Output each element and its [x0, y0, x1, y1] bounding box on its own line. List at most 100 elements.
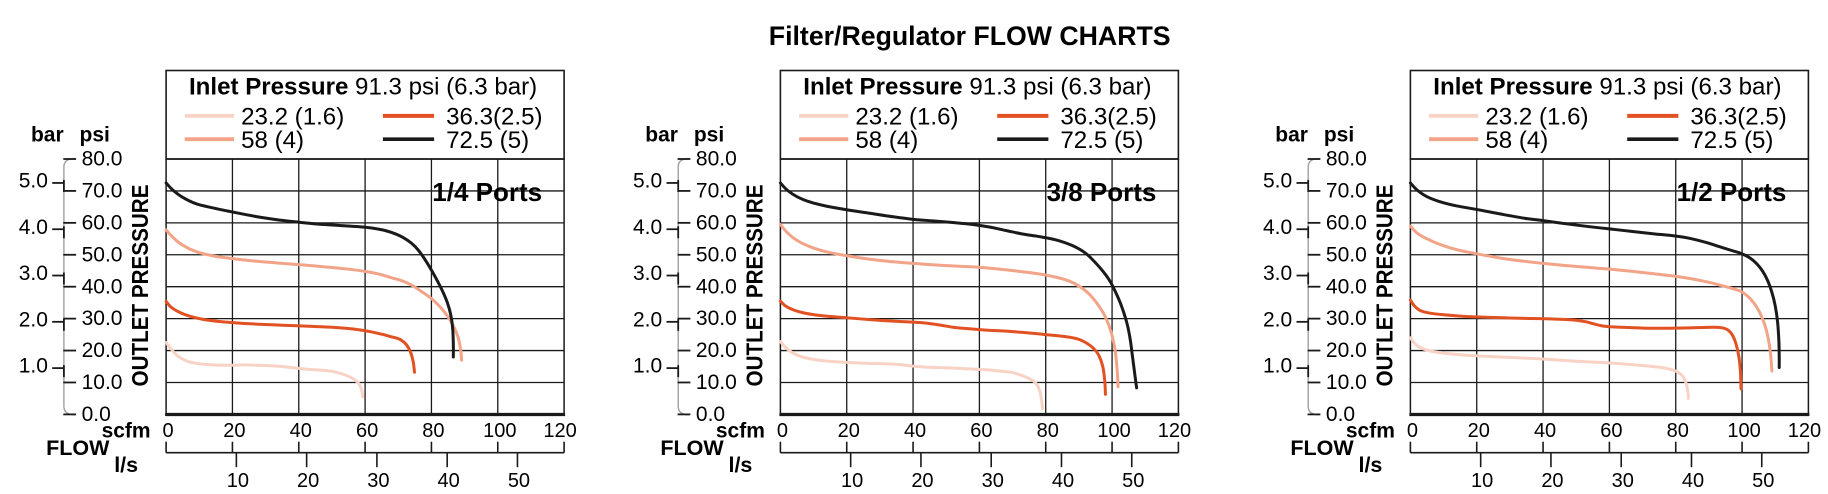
- svg-text:40.0: 40.0: [696, 275, 737, 298]
- svg-text:OUTLET PRESSURE: OUTLET PRESSURE: [741, 185, 767, 387]
- svg-text:50: 50: [1122, 470, 1144, 492]
- svg-text:0.0: 0.0: [1326, 403, 1355, 426]
- svg-text:80: 80: [1667, 420, 1689, 442]
- svg-text:40: 40: [438, 470, 460, 492]
- svg-text:scfm: scfm: [716, 420, 765, 443]
- svg-text:10.0: 10.0: [82, 371, 123, 394]
- svg-text:FLOW: FLOW: [46, 436, 110, 460]
- svg-text:2.0: 2.0: [1263, 308, 1292, 331]
- svg-text:10: 10: [841, 470, 863, 492]
- svg-text:20.0: 20.0: [696, 339, 737, 362]
- svg-text:20: 20: [297, 470, 319, 492]
- svg-text:20.0: 20.0: [1326, 339, 1367, 362]
- svg-text:3.0: 3.0: [1263, 262, 1292, 285]
- svg-text:20.0: 20.0: [82, 339, 123, 362]
- svg-text:58 (4): 58 (4): [855, 127, 918, 154]
- svg-text:58 (4): 58 (4): [1485, 127, 1548, 154]
- svg-text:60: 60: [1600, 420, 1622, 442]
- svg-text:60: 60: [970, 420, 992, 442]
- svg-text:5.0: 5.0: [19, 170, 48, 193]
- svg-text:23.2 (1.6): 23.2 (1.6): [1485, 104, 1588, 131]
- svg-text:4.0: 4.0: [633, 216, 662, 239]
- svg-text:30: 30: [1612, 470, 1634, 492]
- svg-text:30: 30: [367, 470, 389, 492]
- svg-text:2.0: 2.0: [633, 308, 662, 331]
- svg-text:40: 40: [1682, 470, 1704, 492]
- svg-text:40.0: 40.0: [82, 275, 123, 298]
- svg-text:3.0: 3.0: [633, 262, 662, 285]
- svg-text:Inlet Pressure 91.3 psi (6.3 b: Inlet Pressure 91.3 psi (6.3 bar): [803, 73, 1151, 100]
- svg-text:36.3(2.5): 36.3(2.5): [446, 104, 542, 131]
- svg-text:1.0: 1.0: [19, 355, 48, 378]
- svg-text:50.0: 50.0: [696, 243, 737, 266]
- svg-text:23.2 (1.6): 23.2 (1.6): [241, 104, 344, 131]
- svg-text:Inlet Pressure 91.3 psi (6.3 b: Inlet Pressure 91.3 psi (6.3 bar): [189, 73, 537, 100]
- svg-text:36.3(2.5): 36.3(2.5): [1060, 104, 1156, 131]
- svg-text:0: 0: [777, 420, 788, 442]
- svg-text:60.0: 60.0: [696, 211, 737, 234]
- svg-text:40: 40: [1534, 420, 1556, 442]
- svg-text:0: 0: [163, 420, 174, 442]
- svg-text:5.0: 5.0: [1263, 170, 1292, 193]
- svg-text:Inlet Pressure 91.3 psi (6.3 b: Inlet Pressure 91.3 psi (6.3 bar): [1433, 73, 1781, 100]
- svg-text:30.0: 30.0: [1326, 307, 1367, 330]
- svg-text:3/8 Ports: 3/8 Ports: [1047, 177, 1157, 207]
- svg-text:l/s: l/s: [1358, 453, 1382, 477]
- svg-text:80: 80: [422, 420, 444, 442]
- svg-text:70.0: 70.0: [1326, 179, 1367, 202]
- svg-text:40.0: 40.0: [1326, 275, 1367, 298]
- svg-text:10: 10: [227, 470, 249, 492]
- svg-text:50: 50: [1752, 470, 1774, 492]
- svg-text:0.0: 0.0: [82, 403, 111, 426]
- svg-text:120: 120: [1788, 420, 1821, 442]
- svg-text:3.0: 3.0: [19, 262, 48, 285]
- svg-text:70.0: 70.0: [696, 179, 737, 202]
- svg-text:psi: psi: [80, 124, 110, 147]
- svg-text:36.3(2.5): 36.3(2.5): [1690, 104, 1786, 131]
- svg-text:0: 0: [1407, 420, 1418, 442]
- svg-text:OUTLET PRESSURE: OUTLET PRESSURE: [1371, 185, 1397, 387]
- svg-text:100: 100: [1097, 420, 1130, 442]
- svg-text:60.0: 60.0: [82, 211, 123, 234]
- svg-text:FLOW: FLOW: [660, 436, 724, 460]
- svg-text:10: 10: [1471, 470, 1493, 492]
- svg-text:OUTLET PRESSURE: OUTLET PRESSURE: [127, 185, 153, 387]
- svg-text:FLOW: FLOW: [1290, 436, 1354, 460]
- svg-text:0.0: 0.0: [696, 403, 725, 426]
- svg-text:20: 20: [1541, 470, 1563, 492]
- svg-text:100: 100: [483, 420, 516, 442]
- svg-text:bar: bar: [645, 124, 678, 147]
- svg-text:72.5 (5): 72.5 (5): [1060, 127, 1143, 154]
- svg-text:30.0: 30.0: [696, 307, 737, 330]
- svg-text:1.0: 1.0: [1263, 355, 1292, 378]
- svg-text:72.5 (5): 72.5 (5): [446, 127, 529, 154]
- svg-text:bar: bar: [31, 124, 64, 147]
- svg-text:2.0: 2.0: [19, 308, 48, 331]
- svg-text:23.2 (1.6): 23.2 (1.6): [855, 104, 958, 131]
- svg-text:120: 120: [543, 420, 576, 442]
- svg-text:20: 20: [838, 420, 860, 442]
- svg-text:scfm: scfm: [102, 420, 151, 443]
- svg-text:1/2 Ports: 1/2 Ports: [1677, 177, 1787, 207]
- svg-text:50: 50: [508, 470, 530, 492]
- svg-text:100: 100: [1727, 420, 1760, 442]
- svg-text:40: 40: [904, 420, 926, 442]
- svg-text:50.0: 50.0: [1326, 243, 1367, 266]
- svg-text:4.0: 4.0: [1263, 216, 1292, 239]
- svg-text:10.0: 10.0: [1326, 371, 1367, 394]
- svg-text:40: 40: [290, 420, 312, 442]
- svg-text:58 (4): 58 (4): [241, 127, 304, 154]
- svg-text:80: 80: [1037, 420, 1059, 442]
- svg-text:20: 20: [223, 420, 245, 442]
- svg-text:60: 60: [356, 420, 378, 442]
- svg-text:120: 120: [1158, 420, 1191, 442]
- svg-text:80.0: 80.0: [82, 148, 123, 171]
- svg-text:1.0: 1.0: [633, 355, 662, 378]
- svg-text:5.0: 5.0: [633, 170, 662, 193]
- svg-text:30: 30: [982, 470, 1004, 492]
- svg-text:80.0: 80.0: [1326, 148, 1367, 171]
- svg-text:Filter/Regulator FLOW CHARTS: Filter/Regulator FLOW CHARTS: [769, 21, 1171, 51]
- svg-text:30.0: 30.0: [82, 307, 123, 330]
- svg-text:scfm: scfm: [1346, 420, 1395, 443]
- svg-text:72.5 (5): 72.5 (5): [1690, 127, 1773, 154]
